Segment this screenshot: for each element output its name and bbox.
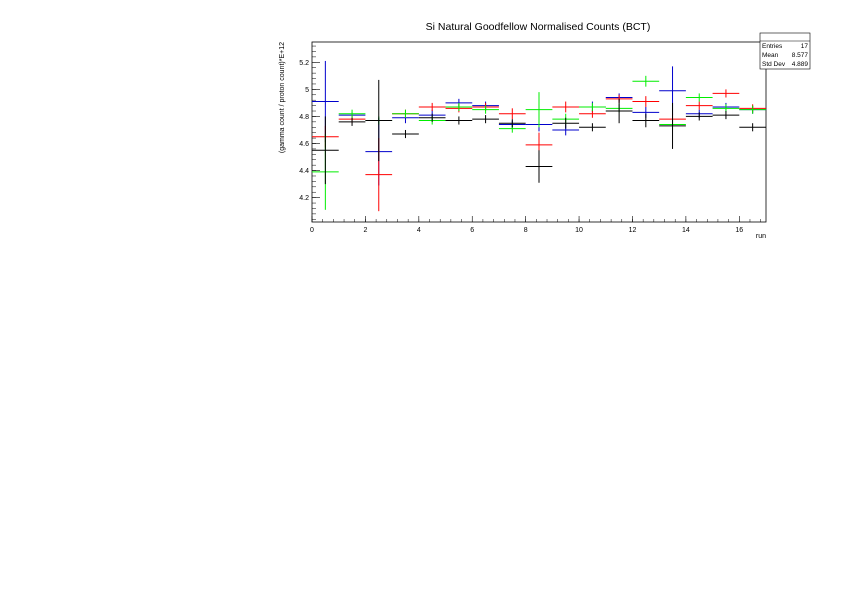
chart-title: Si Natural Goodfellow Normalised Counts … (426, 21, 651, 33)
plot-frame (311, 41, 767, 223)
stats-label: Entries (762, 43, 783, 50)
data-point (338, 117, 366, 126)
x-tick-label: 2 (363, 227, 367, 234)
data-point (418, 102, 446, 112)
stats-value: 8.577 (792, 52, 809, 59)
x-tick-label: 16 (735, 227, 743, 234)
data-point (525, 150, 553, 183)
data-point (525, 92, 553, 128)
y-tick-label: 4.6 (299, 141, 309, 148)
data-point (445, 116, 473, 125)
y-tick-label: 5 (305, 87, 309, 94)
data-point (392, 109, 419, 118)
x-tick-label: 14 (682, 227, 690, 234)
y-tick-label: 4.4 (299, 168, 309, 175)
series-4 (312, 79, 766, 185)
data-point (712, 111, 740, 120)
plot-border (311, 41, 767, 223)
data-point (365, 79, 393, 162)
y-axis-label: (gamma count / proton count)*E+12 (279, 42, 286, 153)
data-point (712, 89, 740, 98)
data-point (445, 102, 473, 112)
data-point (552, 101, 580, 113)
data-point (498, 108, 526, 120)
data-series (312, 60, 766, 212)
x-tick-label: 8 (524, 227, 528, 234)
data-point (739, 105, 766, 114)
y-tick-label: 4.2 (299, 195, 309, 202)
stats-label: Std Dev (762, 61, 786, 68)
x-tick-label: 0 (310, 227, 314, 234)
data-point (498, 119, 526, 128)
data-point (312, 116, 339, 185)
data-point (579, 123, 606, 132)
data-point (632, 75, 660, 87)
x-tick-label: 6 (470, 227, 474, 234)
data-point (472, 105, 499, 114)
stats-value: 17 (801, 43, 809, 50)
y-tick-label: 5.2 (299, 60, 309, 67)
data-point (579, 109, 606, 118)
y-tick-label: 4.8 (299, 114, 309, 121)
data-point (632, 113, 660, 128)
data-point (338, 109, 366, 118)
x-tick-label: 10 (575, 227, 583, 234)
x-tick-label: 4 (417, 227, 421, 234)
stats-box: Entries 17 Mean 8.577 Std Dev 4.889 (759, 32, 811, 70)
data-point (418, 113, 446, 122)
stats-label: Mean (762, 52, 779, 59)
data-point (632, 96, 660, 107)
data-point (392, 129, 419, 139)
data-point (552, 117, 580, 129)
data-point (472, 115, 499, 124)
x-tick-label: 12 (629, 227, 637, 234)
data-point (685, 101, 713, 110)
data-point (659, 102, 686, 149)
x-axis-label: run (756, 233, 766, 240)
data-point (685, 112, 713, 121)
stats-value: 4.889 (792, 61, 809, 68)
data-point (685, 93, 713, 102)
axis-ticks: 0 2 4 6 8 10 12 14 16 4.2 4.4 4.6 4.8 5 5.2 (299, 45, 761, 234)
data-point (579, 102, 606, 112)
data-point (605, 98, 633, 124)
stats-box-border (759, 32, 811, 70)
data-point (739, 123, 766, 132)
